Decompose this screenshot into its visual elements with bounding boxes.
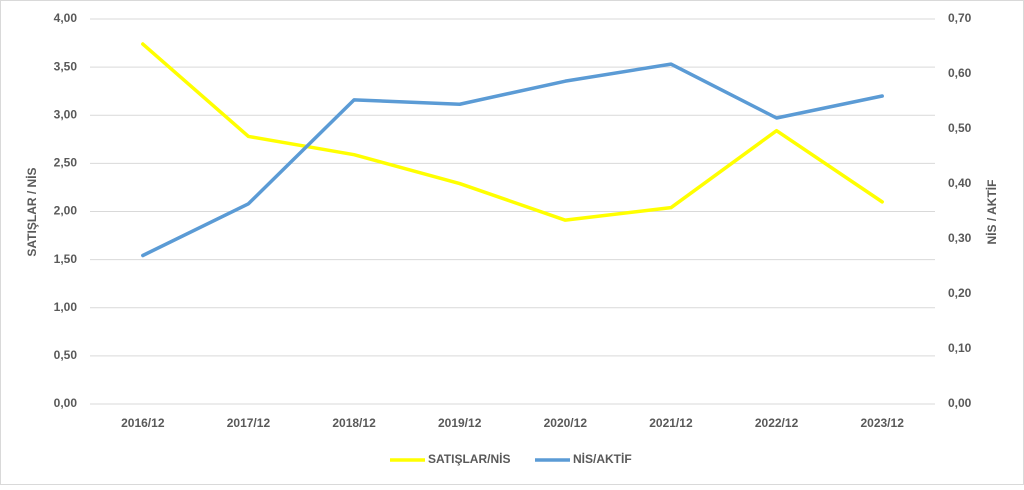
x-tick-label: 2018/12	[332, 416, 376, 430]
y-tick-label: 0,50	[54, 348, 78, 362]
y-tick-label: 2,00	[54, 204, 78, 218]
y-tick-label: 4,00	[54, 11, 78, 25]
y-tick-label: 1,00	[54, 300, 78, 314]
x-tick-label: 2023/12	[860, 416, 904, 430]
x-tick-label: 2017/12	[227, 416, 271, 430]
y2-tick-label: 0,10	[948, 341, 972, 355]
y-tick-label: 3,50	[54, 59, 78, 73]
y2-tick-label: 0,50	[948, 121, 972, 135]
legend-label: NİS/AKTİF	[573, 451, 632, 466]
y-tick-label: 1,50	[54, 252, 78, 266]
y2-tick-label: 0,40	[948, 176, 972, 190]
legend-label: SATIŞLAR/NİS	[428, 451, 510, 466]
x-tick-label: 2016/12	[121, 416, 165, 430]
y-tick-label: 3,00	[54, 107, 78, 121]
y2-tick-label: 0,30	[948, 231, 972, 245]
y2-tick-label: 0,70	[948, 11, 972, 25]
x-tick-label: 2021/12	[649, 416, 693, 430]
series-line	[141, 42, 884, 222]
x-tick-label: 2020/12	[544, 416, 588, 430]
y2-axis-title: NİS / AKTİF	[984, 180, 999, 245]
y2-tick-label: 0,00	[948, 396, 972, 410]
y2-tick-label: 0,60	[948, 66, 972, 80]
y2-tick-label: 0,20	[948, 286, 972, 300]
series-line	[141, 62, 884, 258]
y-tick-label: 2,50	[54, 156, 78, 170]
y-tick-label: 0,00	[54, 396, 78, 410]
y-axis-title: SATIŞLAR / NİS	[24, 167, 39, 256]
x-tick-label: 2019/12	[438, 416, 482, 430]
x-tick-label: 2022/12	[755, 416, 799, 430]
